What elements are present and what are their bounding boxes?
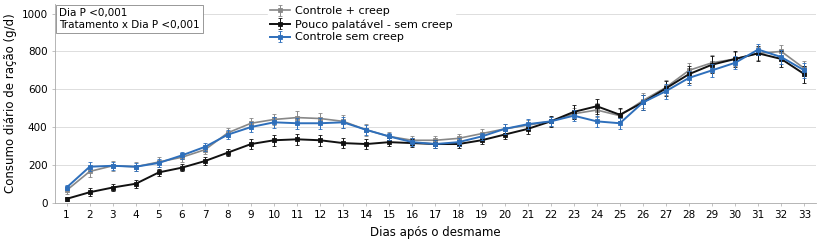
Text: Dia P <0,001
Tratamento x Dia P <0,001: Dia P <0,001 Tratamento x Dia P <0,001 xyxy=(59,8,199,30)
Y-axis label: Consumo diário de ração (g/d): Consumo diário de ração (g/d) xyxy=(4,14,17,193)
Legend: Controle + creep, Pouco palatável - sem creep, Controle sem creep: Controle + creep, Pouco palatável - sem … xyxy=(268,4,454,45)
X-axis label: Dias após o desmame: Dias após o desmame xyxy=(369,226,500,239)
